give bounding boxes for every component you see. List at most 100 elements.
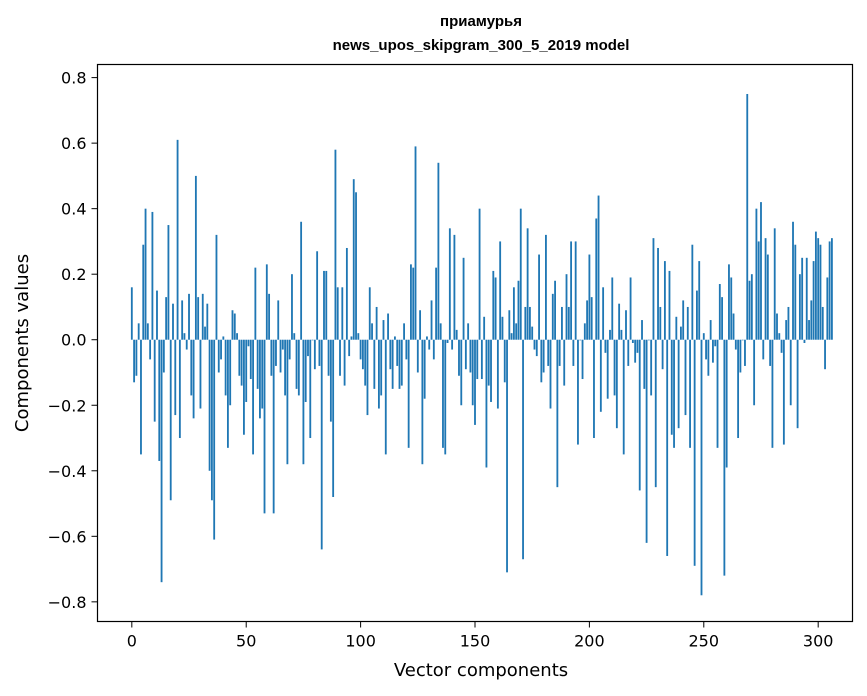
bar [556, 339, 559, 488]
bar [618, 303, 621, 340]
bar [714, 339, 717, 347]
bar [226, 339, 229, 448]
bar [343, 339, 346, 386]
bar [696, 290, 698, 340]
y-tick-label: 0.0 [61, 331, 86, 350]
bar [522, 339, 524, 560]
bar [826, 277, 829, 340]
bar [410, 264, 412, 340]
bar [730, 277, 733, 340]
bar [776, 313, 778, 340]
bar [183, 333, 186, 340]
bar [453, 234, 456, 340]
bar [446, 339, 449, 343]
bar [133, 339, 136, 383]
bar [794, 244, 797, 340]
bar [192, 339, 195, 419]
bar [732, 313, 735, 340]
bar [341, 287, 344, 340]
bar [654, 339, 657, 488]
bar [716, 339, 719, 448]
bar [702, 333, 705, 340]
bar [821, 306, 824, 340]
bar [574, 241, 577, 340]
bar [389, 339, 392, 370]
bar [483, 316, 486, 340]
bar [377, 339, 380, 409]
bar [160, 339, 163, 583]
bar [442, 339, 444, 448]
bar [272, 339, 275, 514]
bar [238, 339, 241, 376]
bar [748, 280, 751, 340]
bar [764, 238, 767, 340]
bar [311, 339, 314, 341]
bar [506, 339, 508, 573]
bar [586, 300, 589, 340]
bar [304, 339, 307, 402]
bar [769, 339, 772, 366]
bar [778, 333, 781, 340]
bar [812, 261, 815, 340]
bar [236, 333, 238, 340]
bar [233, 313, 236, 340]
bar [503, 339, 506, 383]
chart-title: приамурья [440, 13, 522, 30]
x-tick-label: 250 [689, 632, 720, 651]
bar [666, 339, 669, 556]
bar [647, 339, 650, 341]
bar [263, 339, 266, 514]
bar [780, 339, 783, 353]
bar [524, 306, 527, 340]
bar [220, 339, 222, 360]
bar [627, 339, 630, 366]
bar [563, 339, 566, 386]
bar [437, 162, 440, 340]
bar [771, 339, 774, 448]
y-tick-label: −0.6 [48, 527, 87, 546]
bar [421, 339, 424, 465]
bar [528, 306, 531, 340]
bar [162, 339, 165, 373]
bar [323, 270, 325, 340]
bar [801, 257, 804, 340]
bar [737, 339, 740, 439]
bar [762, 339, 765, 360]
bar [469, 339, 472, 373]
bar [588, 254, 591, 340]
bar [332, 339, 335, 497]
bar [677, 339, 680, 429]
bar [597, 195, 600, 340]
bar [753, 339, 756, 406]
bar [140, 339, 142, 455]
x-axis-ticks: 0 50 100 150 200 250 300 [127, 621, 833, 651]
bar [423, 339, 426, 399]
bar [135, 339, 138, 376]
bar [286, 339, 289, 465]
bar [366, 339, 369, 416]
bar [451, 339, 454, 350]
bar [602, 287, 605, 340]
bar [634, 339, 637, 363]
bar [464, 339, 467, 370]
bar [455, 329, 458, 340]
bar [384, 339, 387, 455]
bar [629, 277, 632, 340]
bar [684, 339, 687, 416]
bar [499, 241, 502, 340]
bar [517, 280, 520, 340]
bar [231, 310, 234, 340]
bar [615, 339, 618, 429]
bar [814, 231, 817, 340]
bar [709, 320, 712, 340]
bar [252, 339, 254, 455]
bar [197, 297, 200, 340]
bar [675, 316, 678, 340]
bar [149, 339, 152, 360]
bar [792, 221, 794, 340]
bar [682, 300, 685, 340]
bar [444, 339, 447, 455]
x-axis-label: Vector components [394, 660, 568, 681]
bar [766, 254, 769, 340]
bar [316, 251, 319, 340]
